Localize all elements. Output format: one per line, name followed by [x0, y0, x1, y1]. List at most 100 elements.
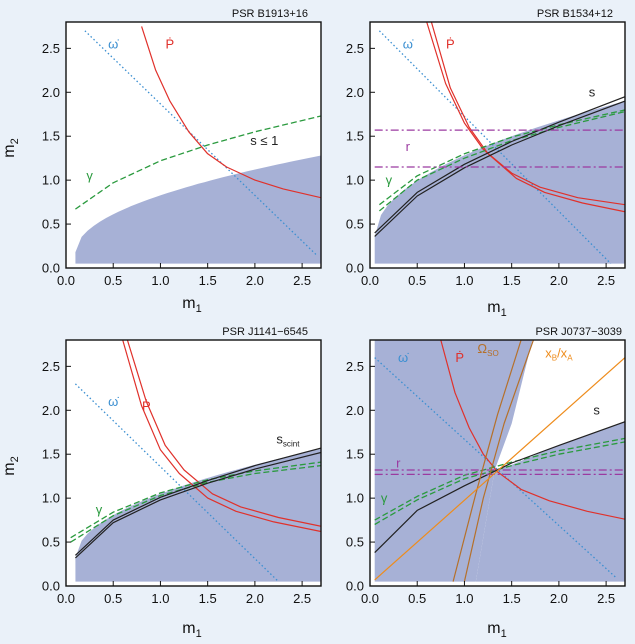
- curve-label: ω̇: [403, 36, 414, 51]
- y-tick-label: 1.5: [42, 129, 60, 144]
- curve-label: γ: [96, 502, 103, 517]
- plot-frame: [369, 339, 626, 587]
- plot-frame: [65, 339, 322, 587]
- x-tick-label: 0.0: [57, 273, 75, 288]
- x-tick-label: 1.0: [455, 591, 473, 606]
- gamma_1-curve: [378, 110, 625, 212]
- curve-label: γ: [386, 173, 393, 188]
- y-axis-label: m2: [1, 138, 21, 157]
- y-tick-label: 1.0: [42, 491, 60, 506]
- curve-label: γ: [86, 168, 93, 183]
- y-tick-label: 1.5: [346, 447, 364, 462]
- x-tick-label: 0.5: [104, 591, 122, 606]
- x-axis-label: m1: [182, 295, 201, 315]
- curve-label: Ṗ: [446, 36, 455, 51]
- x-tick-label: 1.5: [503, 591, 521, 606]
- allowed-region: [75, 448, 321, 582]
- y-tick-label: 2.0: [346, 85, 364, 100]
- allowed-region: [374, 101, 625, 264]
- x-tick-label: 2.0: [246, 591, 264, 606]
- y-tick-label: 2.5: [42, 41, 60, 56]
- p_dot_2-curve: [430, 22, 625, 213]
- curve-label: ω̇: [398, 350, 409, 365]
- y-axis-label: m2: [1, 456, 21, 475]
- curve-label: ω̇: [108, 36, 119, 51]
- y-tick-label: 0.5: [42, 535, 60, 550]
- y-tick-label: 0.0: [42, 261, 60, 276]
- y-tick-label: 1.0: [346, 491, 364, 506]
- allowed-region: [75, 155, 321, 264]
- x-axis-label: m1: [487, 299, 506, 319]
- x-tick-label: 2.5: [597, 591, 615, 606]
- curve-label: r: [396, 455, 401, 470]
- panel-title: PSR J1141−6545: [222, 326, 308, 338]
- x-axis-label: m1: [182, 620, 201, 640]
- x-tick-label: 2.0: [550, 273, 568, 288]
- panel-title: PSR B1913+16: [232, 8, 308, 20]
- x-tick-label: 2.5: [293, 273, 311, 288]
- x-tick-label: 2.5: [597, 273, 615, 288]
- curve-label: Ṗ: [166, 36, 175, 51]
- y-tick-label: 2.0: [346, 403, 364, 418]
- gamma_2-curve: [70, 461, 321, 539]
- curve-label: s: [589, 85, 596, 100]
- x-tick-label: 1.5: [503, 273, 521, 288]
- curve-label: ΩSO: [477, 341, 498, 358]
- omega_dot-curve: [378, 30, 612, 265]
- y-tick-label: 1.0: [346, 173, 364, 188]
- plot-frame: [65, 21, 322, 269]
- curve-label: s ≤ 1: [250, 133, 278, 148]
- gamma-curve: [75, 115, 321, 210]
- y-tick-label: 0.5: [42, 217, 60, 232]
- excluded_left-region: [374, 340, 533, 582]
- x-tick-label: 0.0: [361, 591, 379, 606]
- s_2-curve: [74, 447, 321, 556]
- panel-psr-b1913: PSR B1913+16 m2 m1 0.0 0.5 1.0 1.5 2.0 2.5 0.0…: [1, 8, 322, 315]
- x-tick-label: 1.5: [199, 273, 217, 288]
- omega_so_1-curve: [452, 340, 522, 582]
- x-axis-label: m1: [487, 620, 506, 640]
- curve-label: Ṗ: [455, 350, 464, 365]
- x-tick-label: 0.5: [408, 273, 426, 288]
- curve-label: xB/xA: [545, 346, 573, 363]
- panel-psr-j0737: PSR J0737−3039 m1 0.0 0.5 1.0 1.5 2.0 2.5 0.0 0…: [346, 326, 626, 640]
- curve-label: ω̇: [108, 394, 119, 409]
- y-tick-label: 0.5: [346, 535, 364, 550]
- y-tick-label: 0.0: [346, 261, 364, 276]
- panel-psr-b1534: PSR B1534+12 m1 0.0 0.5 1.0 1.5 2.0 2.5 0.0 0.5…: [346, 8, 626, 319]
- y-tick-label: 1.5: [346, 129, 364, 144]
- x-tick-label: 1.0: [151, 273, 169, 288]
- gamma_1-curve: [374, 441, 625, 526]
- s_2-curve: [374, 96, 625, 234]
- y-tick-label: 2.5: [42, 359, 60, 374]
- curve-label: Ṗ: [142, 398, 151, 413]
- y-tick-label: 0.0: [42, 579, 60, 594]
- y-tick-label: 1.0: [42, 173, 60, 188]
- x-tick-label: 2.0: [246, 273, 264, 288]
- p_dot-curve: [141, 26, 321, 199]
- x-tick-label: 2.0: [550, 591, 568, 606]
- x-tick-label: 0.5: [408, 591, 426, 606]
- curve-label: γ: [381, 491, 388, 506]
- x-tick-label: 1.0: [151, 591, 169, 606]
- panel-title: PSR J0737−3039: [535, 326, 622, 338]
- y-tick-label: 0.5: [346, 217, 364, 232]
- omega_dot-curve: [84, 30, 317, 256]
- x-tick-label: 0.5: [104, 273, 122, 288]
- y-tick-label: 1.5: [42, 447, 60, 462]
- curve-label: s: [593, 403, 600, 418]
- omega_dot-curve: [74, 383, 279, 583]
- gamma_1-curve: [70, 464, 321, 543]
- curve-label: r: [406, 139, 411, 154]
- gamma_2-curve: [379, 109, 625, 206]
- x-tick-label: 0.0: [57, 591, 75, 606]
- x-tick-label: 2.5: [293, 591, 311, 606]
- xratio-curve: [374, 357, 625, 581]
- x-tick-label: 0.0: [361, 273, 379, 288]
- y-tick-label: 2.5: [346, 41, 364, 56]
- s_1-curve: [374, 100, 625, 237]
- x-tick-label: 1.0: [455, 273, 473, 288]
- x-tick-label: 1.5: [199, 591, 217, 606]
- y-tick-label: 0.0: [346, 579, 364, 594]
